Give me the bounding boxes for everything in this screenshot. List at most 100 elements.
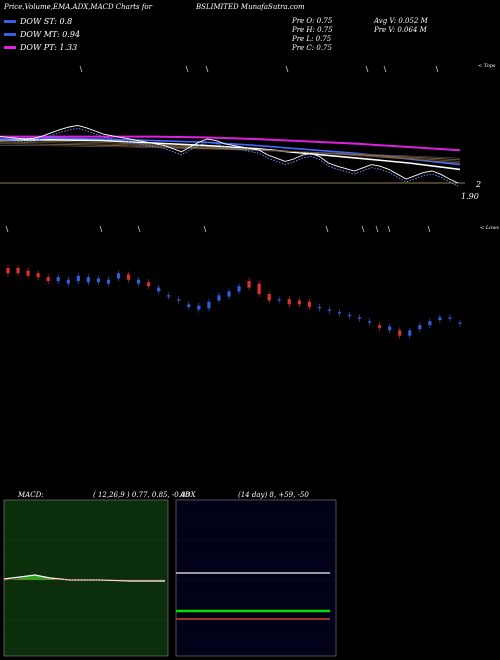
candle-body <box>207 301 211 309</box>
price-line-group <box>0 124 459 187</box>
candle-body <box>56 277 60 281</box>
tops-marker <box>365 65 369 73</box>
macd-label: MACD: <box>18 491 44 499</box>
dow-mt-swatch <box>4 33 16 36</box>
candle-body <box>187 304 191 307</box>
candle-body <box>237 286 241 292</box>
tops-marker <box>205 65 209 73</box>
tops-marker <box>185 65 189 73</box>
candle-body <box>368 321 372 323</box>
lows-marker <box>137 225 141 233</box>
dow-st-label: DOW ST: 0.8 <box>20 17 73 26</box>
lows-marker <box>99 225 103 233</box>
tops-marker <box>383 65 387 73</box>
candle-body <box>6 268 10 274</box>
candle-body <box>438 317 442 320</box>
tops-marker <box>285 65 289 73</box>
candle-body <box>267 294 271 301</box>
candle-body <box>217 295 221 301</box>
lows-marker <box>375 225 379 233</box>
ma-band-0 <box>0 140 461 164</box>
candle-body <box>227 291 231 297</box>
adx-label: ADX <box>180 491 196 499</box>
dow-pt-label: DOW PT: 1.33 <box>20 43 78 52</box>
candle-body <box>337 312 342 314</box>
candle-body <box>408 330 412 336</box>
candle-body <box>458 322 462 324</box>
macd-histogram <box>12 575 55 580</box>
lows-marker <box>5 225 9 233</box>
candle-body <box>16 268 20 274</box>
candle-body <box>317 307 321 309</box>
adx-background <box>175 499 337 657</box>
lows-label: < Lows <box>480 225 499 231</box>
candle-body <box>378 325 382 328</box>
ma-band-2 <box>0 143 461 161</box>
prev-low: Pre L: 0.75 <box>292 35 332 43</box>
macd-signal-line <box>3 577 165 581</box>
tops-marker <box>79 65 83 73</box>
avg-volume: Avg V: 0.052 M <box>374 17 428 25</box>
macd-grid <box>4 519 168 641</box>
chart-title: Price,Volume,EMA,ADX,MACD Charts for <box>4 3 152 11</box>
prev-close: Pre C: 0.75 <box>292 44 332 52</box>
candle-body <box>136 279 141 284</box>
candle-body <box>388 326 392 331</box>
candlesticks <box>6 265 462 339</box>
lows-marker <box>387 225 391 233</box>
candle-body <box>277 299 281 301</box>
candle-body <box>327 309 332 311</box>
macd-line <box>3 574 165 582</box>
candle-body <box>126 274 131 280</box>
candle-body <box>448 317 452 319</box>
tops-markers <box>79 65 439 73</box>
dow-mt-label: DOW MT: 0.94 <box>20 30 81 39</box>
ma-band-3 <box>0 145 461 159</box>
price-chart <box>0 65 465 339</box>
candle-body <box>66 279 70 284</box>
candle-body <box>86 277 90 283</box>
lows-marker <box>427 225 431 233</box>
candle-body <box>36 273 40 278</box>
candle-body <box>197 305 201 310</box>
macd-params: ( 12,26,9 ) 0.77, 0.85, -0.08 <box>93 491 190 499</box>
tops-label: < Tops <box>478 63 496 69</box>
candle-body <box>76 275 80 281</box>
dow-st-swatch <box>4 20 16 23</box>
price-dotted-line <box>0 127 459 187</box>
candle-body <box>297 300 301 305</box>
adx-grid <box>176 519 336 641</box>
prev-high: Pre H: 0.75 <box>292 26 333 34</box>
candle-body <box>428 321 432 326</box>
ema-line-2 <box>0 138 461 171</box>
chart-site-title: BSLIMITED MunafaSutra.com <box>196 3 305 11</box>
candle-body <box>418 325 422 330</box>
ema-line-0 <box>0 135 461 152</box>
candle-body <box>147 282 151 287</box>
lows-markers <box>5 225 431 233</box>
candle-body <box>247 281 251 288</box>
price-line <box>0 124 459 184</box>
moving-average-bands <box>0 140 461 164</box>
candle-body <box>177 299 181 301</box>
candle-body <box>167 295 171 297</box>
dow-mt: DOW MT: 0.94 <box>4 30 80 39</box>
prev-open: Pre O: 0.75 <box>292 17 333 25</box>
prev-volume: Pre V: 0.064 M <box>374 26 427 34</box>
dow-pt: DOW PT: 1.33 <box>4 43 77 52</box>
axis-label-2: 2 <box>476 180 482 189</box>
macd-background <box>3 499 169 657</box>
adx-params: (14 day) 8, +59, -50 <box>238 491 309 499</box>
dow-st: DOW ST: 0.8 <box>4 17 72 26</box>
candle-body <box>287 299 291 305</box>
candle-body <box>157 287 161 292</box>
tops-marker <box>435 65 439 73</box>
lows-marker <box>361 225 365 233</box>
candle-body <box>398 330 402 336</box>
candle-body <box>357 317 362 319</box>
ma-band-1 <box>0 141 461 162</box>
axis-label-190: 1.90 <box>461 192 479 201</box>
lows-marker <box>203 225 207 233</box>
dow-pt-swatch <box>4 46 16 49</box>
candle-body <box>106 279 111 284</box>
